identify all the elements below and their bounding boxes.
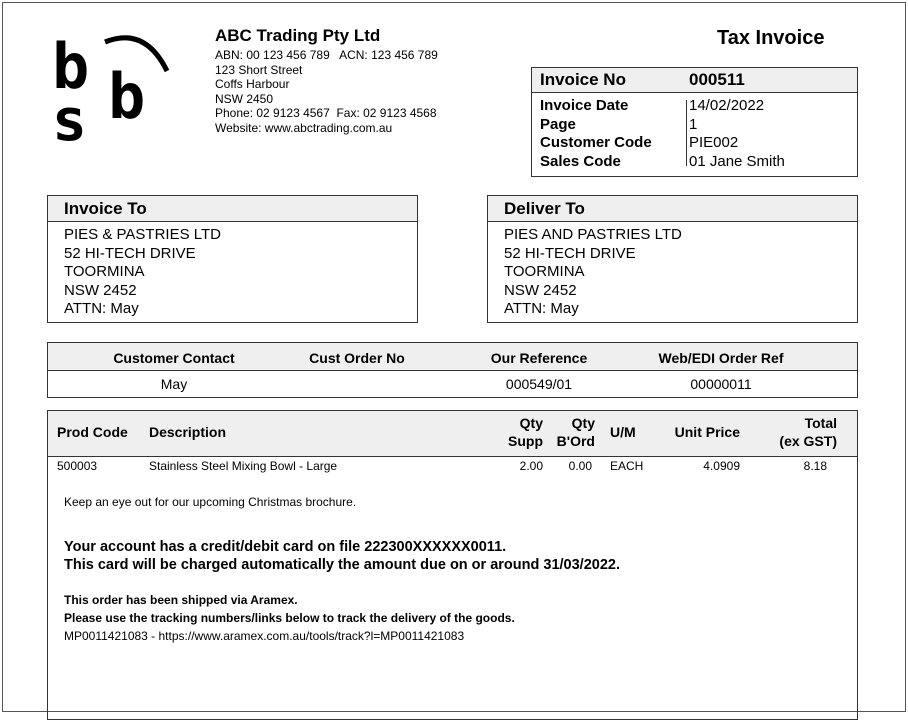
company-phone: Phone: 02 9123 4567 Fax: 02 9123 4568 [215, 106, 437, 120]
invoice-info-box: Invoice No 000511 Invoice Date Page Cust… [531, 67, 858, 177]
svg-text:s: s [52, 86, 87, 146]
deliver-to-line: ATTN: May [504, 300, 579, 317]
order-reference-box: Customer Contact Cust Order No Our Refer… [47, 342, 858, 398]
page-number: 1 [689, 115, 698, 133]
invoice-to-label: Invoice To [48, 196, 417, 222]
christmas-note: Keep an eye out for our upcoming Christm… [64, 495, 357, 509]
invoice-no: 000511 [689, 70, 745, 89]
document-title: Tax Invoice [717, 27, 825, 49]
our-reference-header: Our Reference [490, 350, 588, 366]
unit-of-measure: EACH [610, 459, 644, 473]
invoice-no-label: Invoice No [540, 70, 626, 89]
invoice-to-line: TOORMINA [64, 263, 145, 280]
company-website: Website: www.abctrading.com.au [215, 120, 393, 135]
prod-code: 500003 [57, 459, 98, 473]
company-city: Coffs Harbour [215, 77, 290, 91]
line-total: 8.18 [803, 459, 827, 473]
total-header: Total (ex GST) [779, 415, 837, 449]
um-header: U/M [610, 424, 636, 440]
cust-order-no-header: Cust Order No [309, 350, 405, 366]
deliver-to-box: Deliver To PIES AND PASTRIES LTD 52 HI-T… [487, 195, 858, 323]
deliver-to-line: TOORMINA [504, 263, 585, 280]
invoice-to-line: ATTN: May [64, 300, 139, 317]
description: Stainless Steel Mixing Bowl - Large [149, 459, 338, 473]
company-details: ABN: 00 123 456 789 ACN: 123 456 789 123 … [215, 48, 438, 135]
company-street: 123 Short Street [215, 62, 303, 77]
invoice-date: 14/02/2022 [689, 97, 765, 114]
qty-bord-header: Qty B'Ord [556, 415, 595, 449]
web-edi-ref: 00000011 [690, 376, 752, 392]
customer-code: PIE002 [689, 134, 739, 151]
qty-supp: 2.00 [519, 459, 543, 473]
svg-text:b: b [108, 60, 145, 133]
invoice-to-box: Invoice To PIES & PASTRIES LTD 52 HI-TEC… [47, 195, 418, 323]
shipping-notice: This order has been shipped via Aramex. … [64, 593, 515, 643]
qty-bord: 0.00 [568, 459, 592, 473]
unit-price-header: Unit Price [674, 424, 740, 440]
customer-contact-header: Customer Contact [113, 350, 235, 366]
invoice-to-line: 52 HI-TECH DRIVE [64, 244, 196, 262]
deliver-to-line: 52 HI-TECH DRIVE [504, 244, 636, 262]
our-reference: 000549/01 [505, 376, 573, 392]
company-abn: ABN: 00 123 456 789 ACN: 123 456 789 [215, 48, 438, 62]
svg-text:b: b [52, 30, 89, 103]
company-logo: b s b [52, 30, 170, 146]
company-name: ABC Trading Pty Ltd [215, 26, 381, 45]
deliver-to-line: NSW 2452 [504, 281, 577, 299]
web-edi-header: Web/EDI Order Ref [658, 350, 784, 366]
deliver-to-label: Deliver To [488, 196, 857, 222]
invoice-date-label: Invoice Date [540, 97, 629, 114]
customer-contact: May [160, 376, 188, 392]
invoice-to-line: NSW 2452 [64, 281, 137, 299]
deliver-to-line: PIES AND PASTRIES LTD [504, 226, 682, 243]
invoice-to-line: PIES & PASTRIES LTD [64, 226, 221, 243]
sales-code-label: Sales Code [540, 152, 621, 170]
prod-code-header: Prod Code [57, 424, 128, 440]
unit-price: 4.0909 [703, 459, 740, 473]
table-row: 500003 Stainless Steel Mixing Bowl - Lar… [48, 459, 857, 475]
description-header: Description [149, 424, 227, 440]
company-state: NSW 2450 [215, 91, 274, 106]
sales-code: 01 Jane Smith [689, 152, 785, 170]
card-notice: Your account has a credit/debit card on … [64, 539, 620, 573]
customer-code-label: Customer Code [540, 134, 652, 151]
page-label: Page [540, 115, 576, 133]
qty-supp-header: Qty Supp [508, 415, 543, 449]
line-items-table: Prod Code Description Qty Supp Qty B'Ord U… [47, 410, 858, 720]
tracking-link[interactable]: MP0011421083 - https://www.aramex.com.au… [64, 629, 465, 643]
